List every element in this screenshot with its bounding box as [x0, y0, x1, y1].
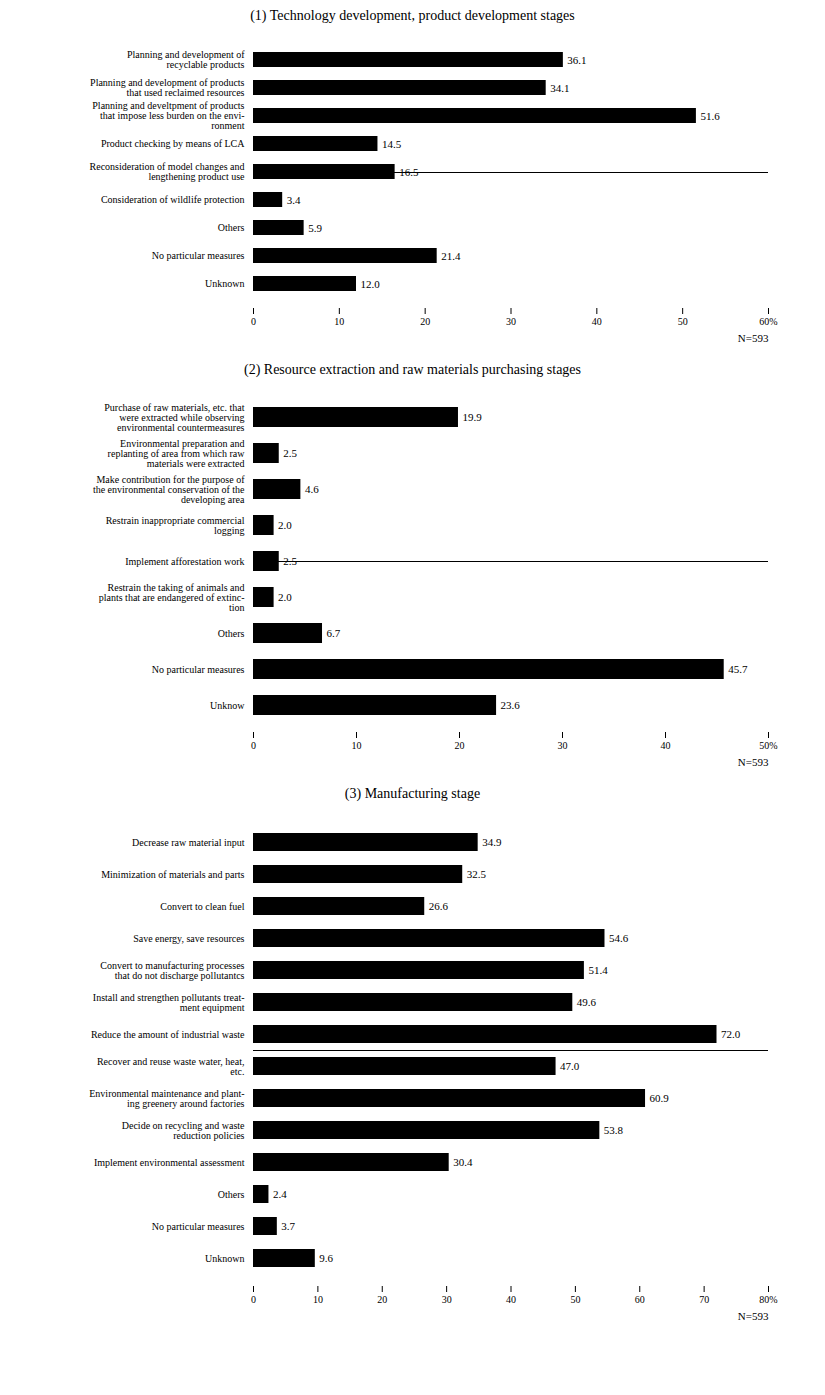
- svg-text:Unknown: Unknown: [205, 278, 244, 289]
- svg-text:3.7: 3.7: [281, 1220, 295, 1232]
- svg-text:Make contribution for the purp: Make contribution for the purpose ofthe …: [93, 474, 245, 505]
- svg-text:34.9: 34.9: [482, 836, 502, 848]
- svg-text:Implement environmental assess: Implement environmental assessment: [94, 1157, 245, 1168]
- svg-text:Product checking by means of L: Product checking by means of LCA: [101, 138, 245, 149]
- svg-text:Unknow: Unknow: [210, 700, 245, 711]
- svg-text:30: 30: [558, 740, 568, 751]
- svg-text:50: 50: [570, 1294, 580, 1305]
- svg-text:Others: Others: [218, 222, 245, 233]
- svg-text:Reconsideration of model chang: Reconsideration of model changes andleng…: [90, 161, 246, 182]
- svg-text:Restrain inappropriate commerc: Restrain inappropriate commerciallogging: [106, 515, 245, 536]
- svg-text:51.6: 51.6: [700, 110, 720, 122]
- svg-text:51.4: 51.4: [588, 964, 608, 976]
- svg-text:60%: 60%: [759, 316, 777, 327]
- svg-text:19.9: 19.9: [462, 411, 482, 423]
- svg-text:54.6: 54.6: [609, 932, 629, 944]
- svg-text:45.7: 45.7: [728, 663, 748, 675]
- svg-text:Minimization of materials and: Minimization of materials and parts: [101, 869, 244, 880]
- svg-text:10: 10: [352, 740, 362, 751]
- svg-text:50%: 50%: [759, 740, 777, 751]
- svg-text:40: 40: [592, 316, 602, 327]
- svg-text:10: 10: [334, 316, 344, 327]
- svg-text:Others: Others: [218, 628, 245, 639]
- svg-text:2.5: 2.5: [283, 555, 297, 567]
- html-text:(2) Resource extraction and ra: (2) Resource extraction and raw material…: [244, 362, 581, 377]
- svg-text:6.7: 6.7: [327, 627, 341, 639]
- svg-text:49.6: 49.6: [577, 996, 597, 1008]
- svg-text:3.4: 3.4: [287, 194, 301, 206]
- svg-text:0: 0: [251, 1294, 256, 1305]
- svg-text:Environmental maintenance and: Environmental maintenance and plant-ing …: [89, 1088, 244, 1109]
- svg-text:23.6: 23.6: [501, 699, 521, 711]
- svg-text:32.5: 32.5: [467, 868, 487, 880]
- html-text:(3) Manufacturing stage: (3) Manufacturing stage: [344, 786, 481, 801]
- svg-text:Planning and development of pr: Planning and development of productsthat…: [90, 77, 245, 98]
- svg-text:Implement afforestation work: Implement afforestation work: [125, 556, 244, 567]
- svg-text:14.5: 14.5: [382, 138, 402, 150]
- svg-text:Others: Others: [218, 1189, 245, 1200]
- svg-text:53.8: 53.8: [604, 1124, 624, 1136]
- svg-text:N=593: N=593: [738, 756, 769, 768]
- svg-text:Decide on recycling and waster: Decide on recycling and wastereduction p…: [122, 1120, 245, 1141]
- svg-text:20: 20: [377, 1294, 387, 1305]
- svg-text:30: 30: [442, 1294, 452, 1305]
- svg-text:2.0: 2.0: [278, 591, 292, 603]
- svg-text:40: 40: [661, 740, 671, 751]
- svg-text:No particular measures: No particular measures: [152, 250, 245, 261]
- svg-text:Reduce the amount of industria: Reduce the amount of industrial waste: [91, 1029, 245, 1040]
- svg-text:70: 70: [699, 1294, 709, 1305]
- svg-text:12.0: 12.0: [361, 278, 381, 290]
- svg-text:40: 40: [506, 1294, 516, 1305]
- svg-text:72.0: 72.0: [721, 1028, 741, 1040]
- svg-text:5.9: 5.9: [308, 222, 322, 234]
- svg-text:36.1: 36.1: [567, 54, 586, 66]
- svg-text:34.1: 34.1: [550, 82, 569, 94]
- svg-text:Install and strengthen polluta: Install and strengthen pollutants treat-…: [93, 992, 245, 1013]
- svg-text:Unknown: Unknown: [205, 1253, 244, 1264]
- svg-text:Purchase of raw materials, etc: Purchase of raw materials, etc. thatwere…: [104, 402, 244, 433]
- svg-text:N=593: N=593: [738, 332, 769, 344]
- svg-text:21.4: 21.4: [441, 250, 461, 262]
- svg-text:Convert to manufacturing proce: Convert to manufacturing processesthat d…: [100, 960, 244, 981]
- svg-text:Decrease raw material input: Decrease raw material input: [132, 837, 245, 848]
- svg-text:30: 30: [506, 316, 516, 327]
- svg-text:4.6: 4.6: [305, 483, 319, 495]
- svg-text:2.5: 2.5: [283, 447, 297, 459]
- svg-text:47.0: 47.0: [560, 1060, 580, 1072]
- svg-text:2.4: 2.4: [273, 1188, 287, 1200]
- svg-text:0: 0: [251, 316, 256, 327]
- svg-text:80%: 80%: [759, 1294, 777, 1305]
- svg-text:Planning and develtpment of pr: Planning and develtpment of productsthat…: [92, 100, 244, 131]
- svg-text:0: 0: [251, 740, 256, 751]
- svg-text:16.5: 16.5: [399, 166, 419, 178]
- svg-text:10: 10: [313, 1294, 323, 1305]
- svg-text:No particular measures: No particular measures: [152, 664, 245, 675]
- svg-text:60: 60: [635, 1294, 645, 1305]
- svg-text:Consideration of wildlife prot: Consideration of wildlife protection: [101, 194, 245, 205]
- svg-text:No particular measures: No particular measures: [152, 1221, 245, 1232]
- svg-text:2.0: 2.0: [278, 519, 292, 531]
- svg-text:60.9: 60.9: [650, 1092, 670, 1104]
- svg-text:20: 20: [420, 316, 430, 327]
- svg-text:Save energy, save resources: Save energy, save resources: [133, 933, 244, 944]
- svg-text:Recover and reuse waste water,: Recover and reuse waste water, heat,etc.: [97, 1056, 245, 1077]
- svg-text:9.6: 9.6: [319, 1252, 333, 1264]
- svg-text:Planning and development ofrec: Planning and development ofrecyclable pr…: [127, 49, 245, 70]
- svg-text:Environmental preparation andr: Environmental preparation andreplanting …: [108, 438, 246, 469]
- svg-text:30.4: 30.4: [453, 1156, 473, 1168]
- svg-text:20: 20: [455, 740, 465, 751]
- svg-text:N=593: N=593: [738, 1310, 769, 1322]
- svg-text:26.6: 26.6: [429, 900, 449, 912]
- svg-text:Convert to clean fuel: Convert to clean fuel: [160, 901, 244, 912]
- svg-text:50: 50: [678, 316, 688, 327]
- svg-text:Restrain the taking of animals: Restrain the taking of animals andplants…: [99, 582, 245, 613]
- html-text:(1) Technology development, pr: (1) Technology development, product deve…: [250, 8, 575, 23]
